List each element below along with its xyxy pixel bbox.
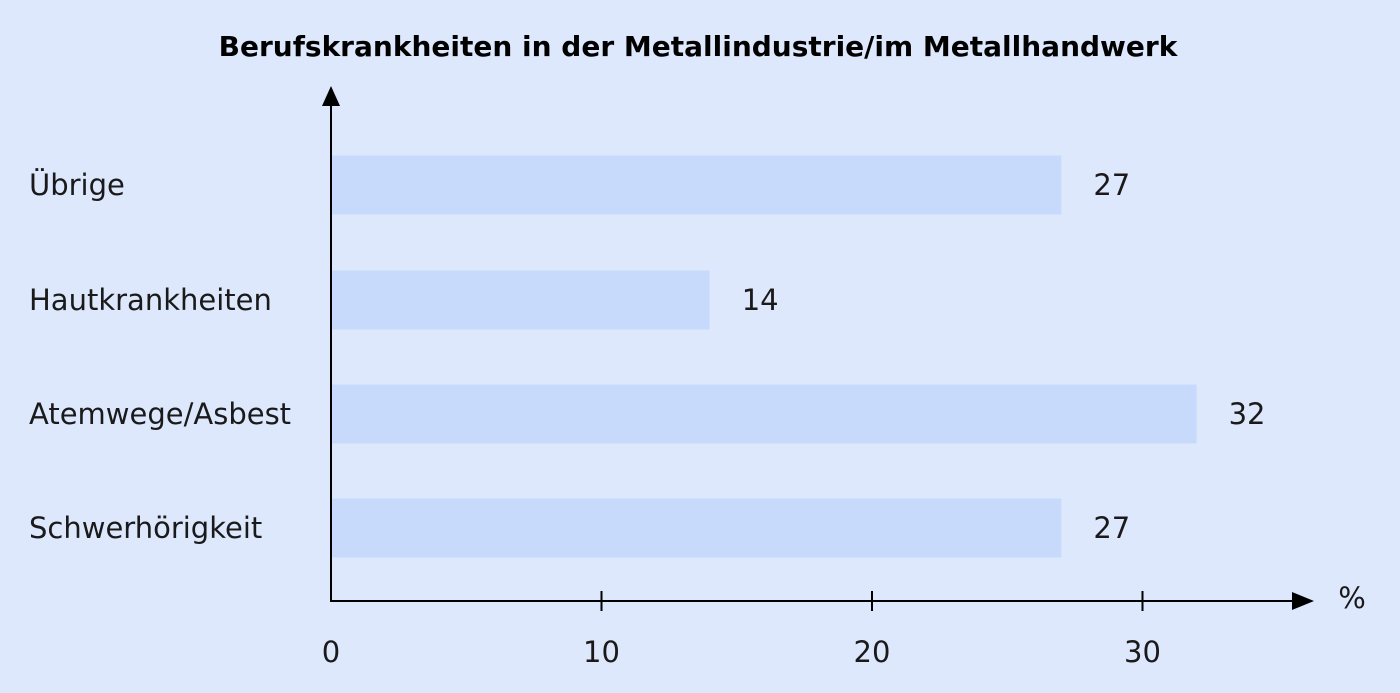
category-label: Übrige xyxy=(29,168,125,202)
category-label: Hautkrankheiten xyxy=(29,283,272,317)
x-axis-arrow-icon xyxy=(1292,592,1314,610)
value-label: 32 xyxy=(1229,397,1266,431)
bar xyxy=(332,155,1062,215)
x-tick-label: 0 xyxy=(322,635,340,669)
value-label: 27 xyxy=(1093,168,1130,202)
y-axis-arrow-icon xyxy=(322,86,340,106)
x-tick-label: 20 xyxy=(854,635,891,669)
bar xyxy=(332,498,1062,558)
category-label: Atemwege/Asbest xyxy=(29,397,291,431)
value-label: 27 xyxy=(1093,511,1130,545)
x-tick-label: 10 xyxy=(583,635,620,669)
ticks-layer: 0 10 20 30 xyxy=(322,591,1161,669)
x-axis-unit-label: % xyxy=(1338,581,1366,615)
bars-layer: Übrige 27 Hautkrankheiten 14 Atemwege/Asbest… xyxy=(29,155,1266,558)
bar xyxy=(332,270,710,330)
value-label: 14 xyxy=(742,283,779,317)
chart-title: Berufskrankheiten in der Metallindustrie… xyxy=(219,30,1179,63)
x-tick-label: 30 xyxy=(1124,635,1161,669)
category-label: Schwerhörigkeit xyxy=(29,511,262,545)
bar xyxy=(332,384,1197,444)
